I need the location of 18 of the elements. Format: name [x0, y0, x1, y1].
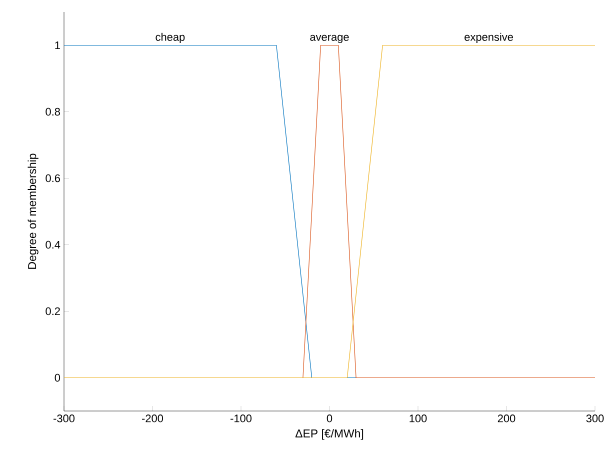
x-tick-label: 300	[586, 414, 604, 422]
y-tick-label: 0	[54, 374, 60, 382]
y-tick-label: 0.6	[46, 174, 60, 182]
x-axis-title: ΔEP [€/MWh]	[295, 429, 364, 440]
series-label: expensive	[464, 32, 513, 44]
x-tick-label: -100	[230, 414, 252, 422]
x-tick-label: -200	[142, 414, 164, 422]
x-tick-label: 0	[326, 414, 332, 422]
x-tick-label: 100	[410, 414, 427, 422]
y-tick-label: 1	[55, 41, 60, 50]
x-tick-label: -300	[54, 414, 75, 422]
series-label: cheap	[156, 32, 185, 44]
y-tick-label: 0.2	[46, 307, 60, 316]
y-axis-title: Degree of membership	[28, 154, 38, 269]
x-tick-label: 200	[498, 414, 516, 422]
series-label: average	[310, 34, 349, 44]
y-tick-label: 0.4	[46, 240, 60, 249]
y-tick-label: 0.8	[46, 108, 60, 116]
